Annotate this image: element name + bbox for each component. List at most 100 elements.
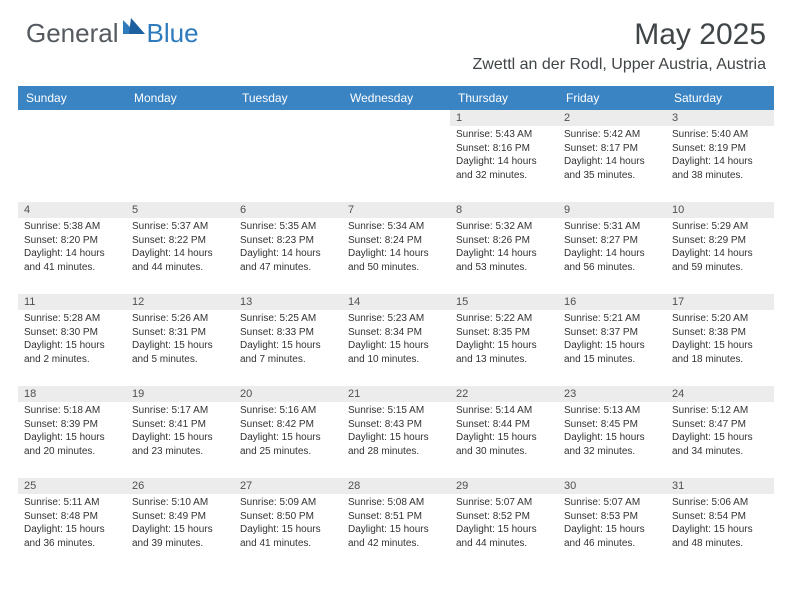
day-details: Sunrise: 5:37 AMSunset: 8:22 PMDaylight:… bbox=[126, 218, 234, 278]
calendar-day-cell: 28Sunrise: 5:08 AMSunset: 8:51 PMDayligh… bbox=[342, 478, 450, 570]
sunset-line: Sunset: 8:39 PM bbox=[24, 418, 120, 432]
calendar-day-cell: 3Sunrise: 5:40 AMSunset: 8:19 PMDaylight… bbox=[666, 110, 774, 202]
calendar-day-cell: 13Sunrise: 5:25 AMSunset: 8:33 PMDayligh… bbox=[234, 294, 342, 386]
day-number: 12 bbox=[126, 294, 234, 310]
calendar-day-cell: 7Sunrise: 5:34 AMSunset: 8:24 PMDaylight… bbox=[342, 202, 450, 294]
sunrise-line: Sunrise: 5:32 AM bbox=[456, 220, 552, 234]
sunrise-line: Sunrise: 5:29 AM bbox=[672, 220, 768, 234]
sunrise-line: Sunrise: 5:18 AM bbox=[24, 404, 120, 418]
day-number: 23 bbox=[558, 386, 666, 402]
sunset-line: Sunset: 8:48 PM bbox=[24, 510, 120, 524]
day-number: 19 bbox=[126, 386, 234, 402]
calendar-day-cell: 1Sunrise: 5:43 AMSunset: 8:16 PMDaylight… bbox=[450, 110, 558, 202]
day-details: Sunrise: 5:32 AMSunset: 8:26 PMDaylight:… bbox=[450, 218, 558, 278]
sunset-line: Sunset: 8:16 PM bbox=[456, 142, 552, 156]
sunset-line: Sunset: 8:26 PM bbox=[456, 234, 552, 248]
sunset-line: Sunset: 8:33 PM bbox=[240, 326, 336, 340]
day-number: 13 bbox=[234, 294, 342, 310]
daylight-line: Daylight: 14 hours and 47 minutes. bbox=[240, 247, 336, 274]
sunrise-line: Sunrise: 5:08 AM bbox=[348, 496, 444, 510]
day-details: Sunrise: 5:35 AMSunset: 8:23 PMDaylight:… bbox=[234, 218, 342, 278]
day-details: Sunrise: 5:07 AMSunset: 8:52 PMDaylight:… bbox=[450, 494, 558, 554]
calendar-week-row: 25Sunrise: 5:11 AMSunset: 8:48 PMDayligh… bbox=[18, 478, 774, 570]
sunrise-line: Sunrise: 5:11 AM bbox=[24, 496, 120, 510]
calendar-day-cell: 8Sunrise: 5:32 AMSunset: 8:26 PMDaylight… bbox=[450, 202, 558, 294]
sunrise-line: Sunrise: 5:16 AM bbox=[240, 404, 336, 418]
sunrise-line: Sunrise: 5:15 AM bbox=[348, 404, 444, 418]
day-number: 2 bbox=[558, 110, 666, 126]
day-header: Thursday bbox=[450, 86, 558, 110]
daylight-line: Daylight: 14 hours and 59 minutes. bbox=[672, 247, 768, 274]
day-details: Sunrise: 5:21 AMSunset: 8:37 PMDaylight:… bbox=[558, 310, 666, 370]
day-details: Sunrise: 5:15 AMSunset: 8:43 PMDaylight:… bbox=[342, 402, 450, 462]
sunrise-line: Sunrise: 5:40 AM bbox=[672, 128, 768, 142]
sunset-line: Sunset: 8:17 PM bbox=[564, 142, 660, 156]
sunrise-line: Sunrise: 5:17 AM bbox=[132, 404, 228, 418]
calendar-day-cell: 22Sunrise: 5:14 AMSunset: 8:44 PMDayligh… bbox=[450, 386, 558, 478]
calendar-day-cell: 20Sunrise: 5:16 AMSunset: 8:42 PMDayligh… bbox=[234, 386, 342, 478]
day-number: 15 bbox=[450, 294, 558, 310]
calendar-day-cell: 10Sunrise: 5:29 AMSunset: 8:29 PMDayligh… bbox=[666, 202, 774, 294]
calendar-day-cell: 31Sunrise: 5:06 AMSunset: 8:54 PMDayligh… bbox=[666, 478, 774, 570]
sunrise-line: Sunrise: 5:07 AM bbox=[456, 496, 552, 510]
calendar-day-cell: 11Sunrise: 5:28 AMSunset: 8:30 PMDayligh… bbox=[18, 294, 126, 386]
sunset-line: Sunset: 8:49 PM bbox=[132, 510, 228, 524]
day-number: 14 bbox=[342, 294, 450, 310]
daylight-line: Daylight: 15 hours and 39 minutes. bbox=[132, 523, 228, 550]
calendar-empty-cell bbox=[234, 110, 342, 202]
sunset-line: Sunset: 8:38 PM bbox=[672, 326, 768, 340]
calendar-day-cell: 27Sunrise: 5:09 AMSunset: 8:50 PMDayligh… bbox=[234, 478, 342, 570]
calendar-day-cell: 24Sunrise: 5:12 AMSunset: 8:47 PMDayligh… bbox=[666, 386, 774, 478]
day-details: Sunrise: 5:17 AMSunset: 8:41 PMDaylight:… bbox=[126, 402, 234, 462]
daylight-line: Daylight: 15 hours and 13 minutes. bbox=[456, 339, 552, 366]
daylight-line: Daylight: 15 hours and 34 minutes. bbox=[672, 431, 768, 458]
header: General Blue May 2025 Zwettl an der Rodl… bbox=[0, 0, 792, 78]
calendar-day-cell: 16Sunrise: 5:21 AMSunset: 8:37 PMDayligh… bbox=[558, 294, 666, 386]
calendar-table: SundayMondayTuesdayWednesdayThursdayFrid… bbox=[18, 86, 774, 570]
calendar-body: 1Sunrise: 5:43 AMSunset: 8:16 PMDaylight… bbox=[18, 110, 774, 570]
sunset-line: Sunset: 8:47 PM bbox=[672, 418, 768, 432]
sunrise-line: Sunrise: 5:10 AM bbox=[132, 496, 228, 510]
sunrise-line: Sunrise: 5:31 AM bbox=[564, 220, 660, 234]
day-number: 10 bbox=[666, 202, 774, 218]
calendar-day-cell: 18Sunrise: 5:18 AMSunset: 8:39 PMDayligh… bbox=[18, 386, 126, 478]
day-details: Sunrise: 5:18 AMSunset: 8:39 PMDaylight:… bbox=[18, 402, 126, 462]
daylight-line: Daylight: 15 hours and 32 minutes. bbox=[564, 431, 660, 458]
calendar-day-cell: 23Sunrise: 5:13 AMSunset: 8:45 PMDayligh… bbox=[558, 386, 666, 478]
calendar-empty-cell bbox=[342, 110, 450, 202]
daylight-line: Daylight: 15 hours and 20 minutes. bbox=[24, 431, 120, 458]
day-number: 11 bbox=[18, 294, 126, 310]
day-number: 16 bbox=[558, 294, 666, 310]
daylight-line: Daylight: 15 hours and 30 minutes. bbox=[456, 431, 552, 458]
calendar-day-cell: 5Sunrise: 5:37 AMSunset: 8:22 PMDaylight… bbox=[126, 202, 234, 294]
day-number: 7 bbox=[342, 202, 450, 218]
sunset-line: Sunset: 8:24 PM bbox=[348, 234, 444, 248]
day-header: Friday bbox=[558, 86, 666, 110]
sunrise-line: Sunrise: 5:26 AM bbox=[132, 312, 228, 326]
sunset-line: Sunset: 8:31 PM bbox=[132, 326, 228, 340]
daylight-line: Daylight: 15 hours and 23 minutes. bbox=[132, 431, 228, 458]
day-header-row: SundayMondayTuesdayWednesdayThursdayFrid… bbox=[18, 86, 774, 110]
sunrise-line: Sunrise: 5:12 AM bbox=[672, 404, 768, 418]
sunrise-line: Sunrise: 5:25 AM bbox=[240, 312, 336, 326]
day-header: Monday bbox=[126, 86, 234, 110]
sunset-line: Sunset: 8:51 PM bbox=[348, 510, 444, 524]
day-number: 9 bbox=[558, 202, 666, 218]
day-number: 4 bbox=[18, 202, 126, 218]
calendar-head: SundayMondayTuesdayWednesdayThursdayFrid… bbox=[18, 86, 774, 110]
sunset-line: Sunset: 8:35 PM bbox=[456, 326, 552, 340]
month-title: May 2025 bbox=[473, 18, 766, 52]
day-details: Sunrise: 5:26 AMSunset: 8:31 PMDaylight:… bbox=[126, 310, 234, 370]
day-details: Sunrise: 5:25 AMSunset: 8:33 PMDaylight:… bbox=[234, 310, 342, 370]
day-details: Sunrise: 5:23 AMSunset: 8:34 PMDaylight:… bbox=[342, 310, 450, 370]
sunrise-line: Sunrise: 5:35 AM bbox=[240, 220, 336, 234]
sunset-line: Sunset: 8:41 PM bbox=[132, 418, 228, 432]
daylight-line: Daylight: 14 hours and 50 minutes. bbox=[348, 247, 444, 274]
calendar-day-cell: 25Sunrise: 5:11 AMSunset: 8:48 PMDayligh… bbox=[18, 478, 126, 570]
calendar-day-cell: 12Sunrise: 5:26 AMSunset: 8:31 PMDayligh… bbox=[126, 294, 234, 386]
daylight-line: Daylight: 14 hours and 53 minutes. bbox=[456, 247, 552, 274]
calendar-day-cell: 30Sunrise: 5:07 AMSunset: 8:53 PMDayligh… bbox=[558, 478, 666, 570]
day-details: Sunrise: 5:40 AMSunset: 8:19 PMDaylight:… bbox=[666, 126, 774, 186]
day-details: Sunrise: 5:13 AMSunset: 8:45 PMDaylight:… bbox=[558, 402, 666, 462]
day-number: 30 bbox=[558, 478, 666, 494]
